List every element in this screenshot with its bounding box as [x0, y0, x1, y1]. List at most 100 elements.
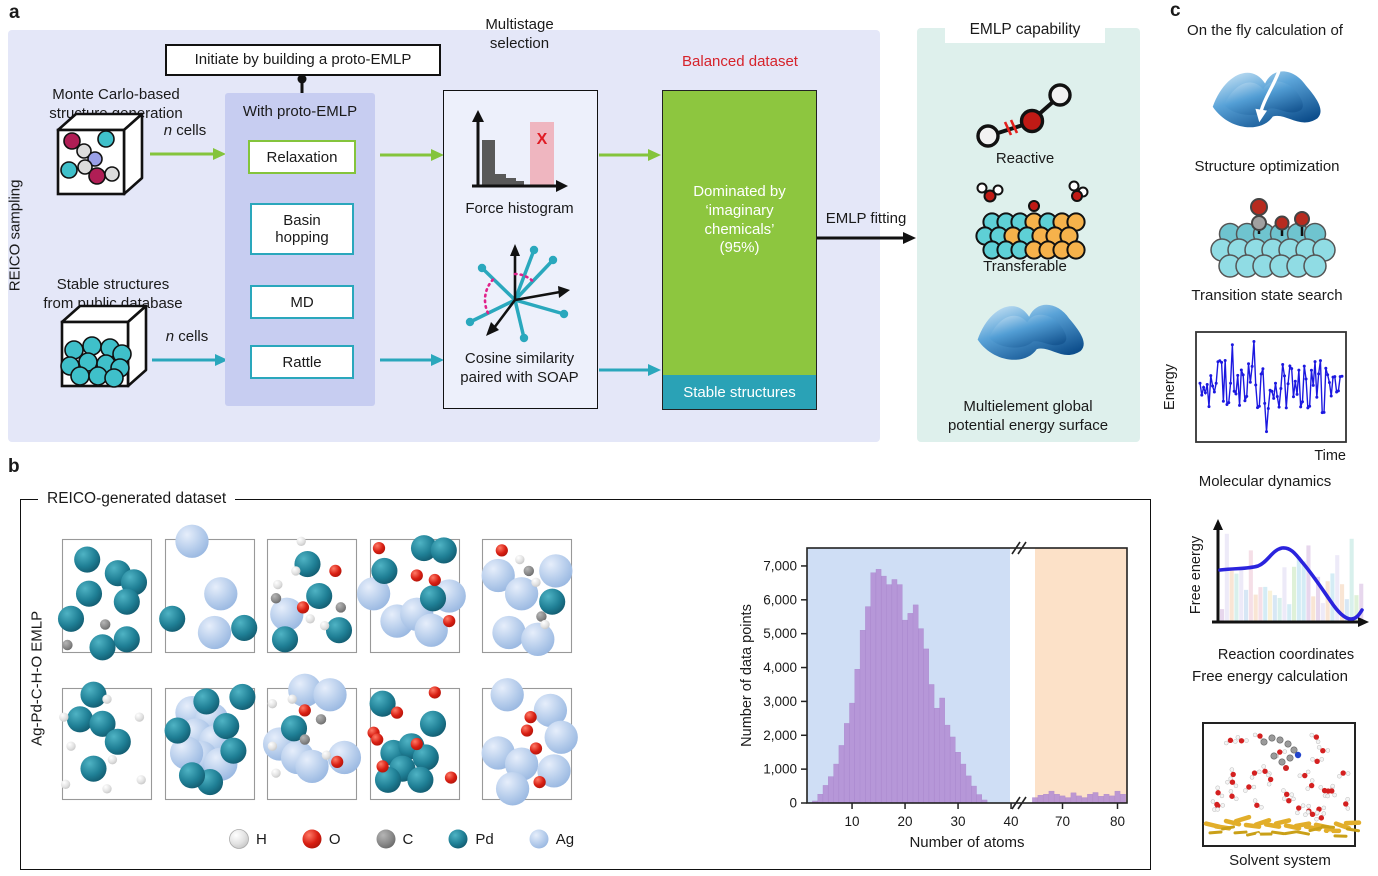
legend-label-H: H	[256, 830, 267, 848]
free-energy-caption: Free energy calculation	[1192, 668, 1348, 685]
legend-label-O: O	[328, 830, 341, 848]
hist-ytick: 3,000	[763, 694, 797, 709]
hist-xlabel: Number of atoms	[909, 834, 1024, 851]
n-cells-label-top: n cells	[163, 122, 207, 139]
force-histogram-x-mark: X	[537, 131, 548, 148]
structure-thumbnail	[356, 535, 466, 654]
monte-carlo-cube-icon	[56, 112, 144, 196]
transferable-slab-icon	[975, 180, 1089, 260]
arrow-mc-to-proto	[150, 148, 226, 160]
panel-b-box	[20, 499, 1151, 870]
molecular-dynamics-caption: Molecular dynamics	[1198, 473, 1332, 490]
hist-ytick: 1,000	[763, 762, 797, 777]
n-cells-label-bottom: n cells	[165, 328, 209, 345]
hist-ytick: 4,000	[763, 660, 797, 675]
structure-optimization-icon	[1212, 70, 1321, 128]
hist-xtick: 80	[1110, 814, 1125, 829]
legend-item-Pd: Pd	[447, 828, 494, 850]
basin-hopping-button: Basin hopping	[250, 203, 354, 255]
arrow-stable-to-proto	[152, 354, 228, 366]
stable-structures-strip: Stable structures	[663, 375, 816, 409]
reaction-coordinates-label: Reaction coordinates	[1217, 647, 1355, 663]
fe-ylabel: Free energy	[1188, 535, 1204, 614]
md-xlabel: Time	[1314, 448, 1346, 464]
balanced-dataset-title: Balanced dataset	[682, 53, 798, 70]
hist-ytick: 6,000	[763, 592, 797, 607]
hist-ytick: 7,000	[763, 558, 797, 573]
multistage-selection-box	[443, 90, 598, 409]
force-histogram-icon: X	[472, 110, 568, 192]
legend-item-O: O	[301, 828, 341, 850]
agpdcho-emlp-label: Ag-Pd-C-H-O EMLP	[28, 610, 46, 746]
hist-xtick: 20	[898, 814, 913, 829]
legend-sphere-C	[376, 829, 396, 849]
imaginary-chemicals-text: Dominated by ‘imaginary chemicals’ (95%)	[693, 183, 786, 257]
hist-xtick: 30	[951, 814, 966, 829]
cosine-similarity-caption: Cosine similarity paired with SOAP	[460, 350, 579, 386]
initiate-proto-emlp-box: Initiate by building a proto-EMLP	[165, 44, 441, 76]
panel-c-letter: c	[1170, 0, 1181, 21]
cosine-similarity-icon	[465, 244, 570, 343]
legend-sphere-H	[229, 829, 249, 849]
molecular-dynamics-plot: Energy Time	[1162, 331, 1347, 464]
arrow-emlp-fitting	[817, 232, 916, 244]
legend-sphere-Pd	[448, 829, 468, 849]
panel-a-letter: a	[9, 2, 20, 23]
hist-xtick: 40	[1004, 814, 1019, 829]
solvent-system-icon	[1202, 722, 1362, 847]
arrow-rattle-to-multistage	[380, 354, 444, 366]
structure-thumbnail	[57, 538, 153, 661]
legend-label-Pd: Pd	[475, 830, 494, 848]
md-ylabel: Energy	[1162, 363, 1178, 410]
hist-xtick: 10	[845, 814, 860, 829]
arrow-multistage-to-dataset-top	[599, 149, 661, 161]
legend-item-Ag: Ag	[528, 828, 574, 850]
emlp-capability-header: EMLP capability	[945, 17, 1105, 43]
multistage-selection-title: Multistage selection	[485, 16, 554, 52]
hist-ytick: 2,000	[763, 728, 797, 743]
pes-caption: Multielement global potential energy sur…	[947, 398, 1109, 434]
with-proto-emlp-title: With proto-EMLP	[242, 103, 358, 120]
stable-structures-cube-icon	[60, 304, 148, 388]
hist-ytick: 0	[789, 796, 797, 811]
structure-thumbnail	[481, 538, 573, 656]
reactive-caption: Reactive	[995, 150, 1055, 167]
arrow-multistage-to-dataset-bottom	[599, 364, 661, 376]
reactive-molecule-icon	[976, 83, 1072, 148]
emlp-fitting-label: EMLP fitting	[825, 210, 907, 227]
hist-ylabel: Number of data points	[739, 604, 755, 747]
pes-surface-icon	[977, 304, 1084, 360]
structure-thumbnail	[262, 673, 362, 801]
arrow-relaxation-to-multistage	[380, 149, 444, 161]
on-the-fly-title: On the fly calculation of	[1187, 22, 1343, 39]
legend-item-H: H	[228, 828, 267, 850]
solvent-system-caption: Solvent system	[1229, 852, 1331, 869]
transferable-caption: Transferable	[983, 258, 1067, 275]
rattle-button: Rattle	[250, 345, 354, 379]
element-legend: H O C Pd Ag	[228, 828, 574, 850]
structure-thumbnail	[266, 536, 358, 654]
legend-item-C: C	[375, 828, 414, 850]
md-button: MD	[250, 285, 354, 319]
transition-state-icon	[1210, 198, 1336, 278]
hist-ytick: 5,000	[763, 626, 797, 641]
structure-thumbnail	[367, 686, 461, 801]
reico-dataset-title: REICO-generated dataset	[38, 490, 236, 508]
stable-structures-label: Stable structures from public database	[43, 276, 183, 312]
transition-state-caption: Transition state search	[1191, 287, 1343, 304]
hist-xtick: 70	[1055, 814, 1070, 829]
force-histogram-caption: Force histogram	[465, 200, 574, 217]
legend-label-C: C	[402, 830, 414, 848]
legend-label-Ag: Ag	[555, 830, 575, 848]
structure-optimization-caption: Structure optimization	[1194, 158, 1340, 175]
structure-thumbnail	[164, 683, 256, 801]
legend-sphere-O	[302, 829, 322, 849]
structure-thumbnail	[159, 524, 258, 654]
free-energy-plot: Free energy	[1188, 519, 1369, 627]
panel-b-letter: b	[8, 456, 20, 477]
structure-thumbnail	[59, 681, 153, 801]
relaxation-button: Relaxation	[248, 140, 356, 174]
atom-count-histogram: 0 1,000 2,000 3,000 4,000 5,000 6,000 7,000 10 20…	[739, 541, 1128, 851]
structure-thumbnail	[481, 678, 578, 806]
